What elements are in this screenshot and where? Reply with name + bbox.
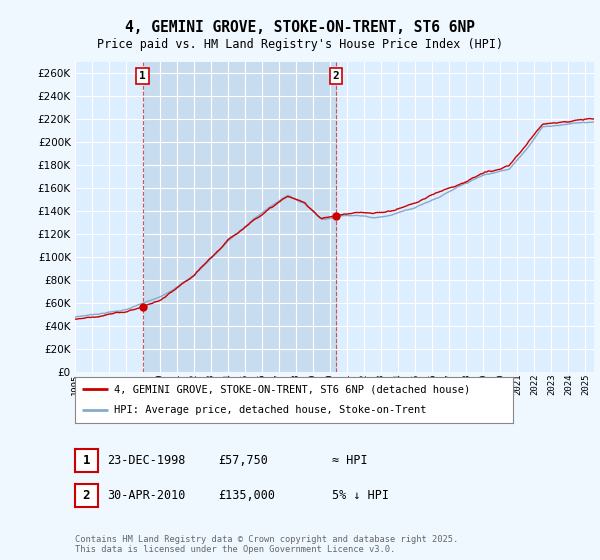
Text: 4, GEMINI GROVE, STOKE-ON-TRENT, ST6 6NP (detached house): 4, GEMINI GROVE, STOKE-ON-TRENT, ST6 6NP… — [115, 384, 470, 394]
Text: 1: 1 — [83, 454, 90, 467]
Text: 30-APR-2010: 30-APR-2010 — [107, 489, 185, 502]
Text: 5% ↓ HPI: 5% ↓ HPI — [332, 489, 389, 502]
Text: 1: 1 — [139, 71, 146, 81]
Text: Contains HM Land Registry data © Crown copyright and database right 2025.
This d: Contains HM Land Registry data © Crown c… — [75, 535, 458, 554]
Text: 4, GEMINI GROVE, STOKE-ON-TRENT, ST6 6NP: 4, GEMINI GROVE, STOKE-ON-TRENT, ST6 6NP — [125, 20, 475, 35]
Text: HPI: Average price, detached house, Stoke-on-Trent: HPI: Average price, detached house, Stok… — [115, 405, 427, 416]
Text: £57,750: £57,750 — [218, 454, 268, 467]
Text: 2: 2 — [83, 489, 90, 502]
Text: ≈ HPI: ≈ HPI — [332, 454, 367, 467]
Text: Price paid vs. HM Land Registry's House Price Index (HPI): Price paid vs. HM Land Registry's House … — [97, 38, 503, 50]
Text: 2: 2 — [332, 71, 339, 81]
Text: 23-DEC-1998: 23-DEC-1998 — [107, 454, 185, 467]
Bar — [143, 62, 336, 372]
Text: £135,000: £135,000 — [218, 489, 275, 502]
